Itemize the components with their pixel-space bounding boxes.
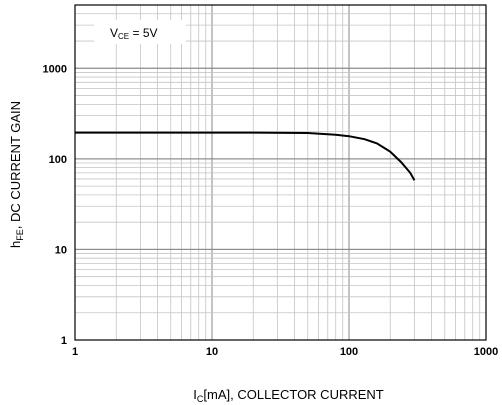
- y-tick-label: 100: [49, 154, 67, 166]
- annotation-vce: VCE = 5V: [110, 26, 158, 41]
- y-tick-labels: 1 10 100 1000: [43, 63, 67, 347]
- y-label-sub: FE: [15, 229, 25, 241]
- series-hfe-curve: [75, 131, 416, 181]
- annotation-background: [94, 20, 186, 44]
- x-tick-label: 10: [206, 346, 218, 358]
- annotation-main: V: [110, 26, 118, 40]
- x-label-rest: [mA], COLLECTOR CURRENT: [203, 387, 383, 402]
- y-label-rest: , DC CURRENT GAIN: [8, 101, 23, 229]
- x-tick-labels: 1 10 100 1000: [72, 346, 498, 358]
- y-tick-label: 10: [55, 244, 67, 256]
- grid: [74, 4, 487, 341]
- x-axis-label: IC[mA], COLLECTOR CURRENT: [193, 387, 384, 404]
- x-label-main: I: [193, 387, 197, 402]
- x-tick-label: 100: [340, 346, 358, 358]
- x-tick-label: 1: [72, 346, 78, 358]
- annotation-rest: = 5V: [129, 26, 157, 40]
- y-axis-label: hFE, DC CURRENT GAIN: [8, 101, 25, 248]
- plot-frame: [74, 4, 487, 341]
- y-tick-label: 1000: [43, 63, 67, 75]
- annotation-sub: CE: [118, 32, 129, 41]
- x-label-sub: C: [197, 394, 204, 404]
- annotation-box: VCE = 5V: [94, 20, 186, 44]
- y-label-main: h: [8, 241, 23, 248]
- y-tick-label: 1: [61, 335, 67, 347]
- x-tick-label: 1000: [474, 346, 498, 358]
